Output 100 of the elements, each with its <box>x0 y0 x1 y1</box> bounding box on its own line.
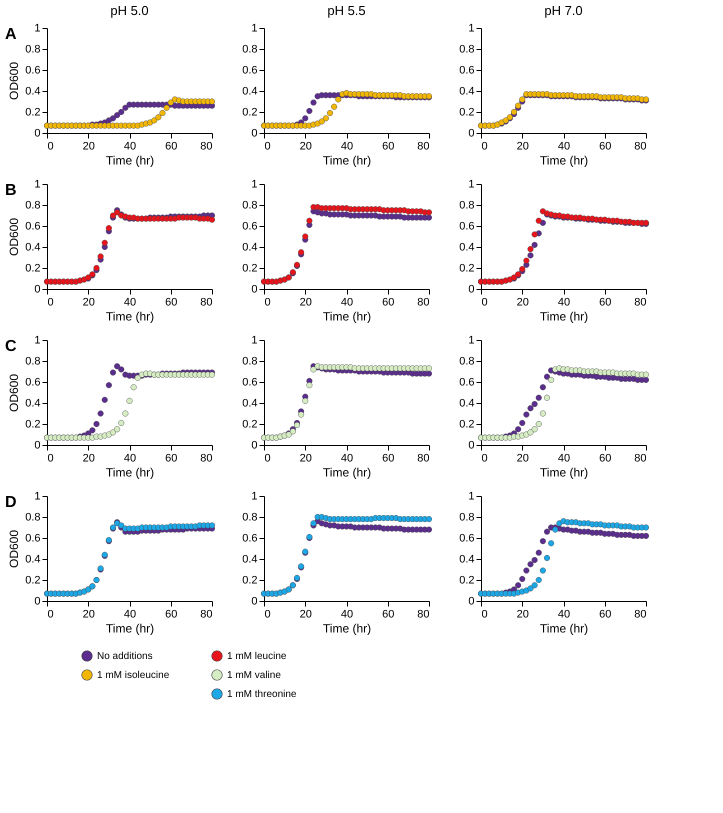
point <box>552 526 558 533</box>
x-tick-label: 20 <box>82 608 95 620</box>
point <box>527 246 534 252</box>
point <box>110 115 116 122</box>
x-tick-label: 20 <box>516 452 529 464</box>
y-tick-label: 1 <box>251 490 258 502</box>
legend-label: 1 mM threonine <box>227 689 297 700</box>
y-tick-label: 0.8 <box>25 200 40 212</box>
x-tick-label: 0 <box>482 296 488 308</box>
y-tick-label: 0.6 <box>459 532 474 544</box>
y-tick-label: 0.8 <box>242 356 258 368</box>
legend-label: No additions <box>97 651 153 662</box>
point <box>93 264 100 272</box>
x-tick-label: 80 <box>200 296 212 308</box>
y-tick-label: 0 <box>468 596 474 608</box>
y-tick-label: 1 <box>34 334 40 346</box>
point <box>110 212 116 219</box>
y-tick-label: 0.4 <box>459 242 474 254</box>
x-tick-label: 0 <box>482 452 488 464</box>
point <box>536 550 542 556</box>
point <box>519 576 526 582</box>
x-tick-label: 40 <box>558 608 570 620</box>
y-tick-label: 0.6 <box>242 532 258 544</box>
x-tick-label: 40 <box>124 608 136 620</box>
point <box>118 522 124 528</box>
point <box>536 420 542 428</box>
point <box>536 218 542 224</box>
y-tick-label: 0 <box>251 128 258 140</box>
point <box>130 384 137 390</box>
point <box>523 568 530 574</box>
point <box>118 366 124 372</box>
point <box>114 363 120 370</box>
chart-title: pH 5.5 <box>327 3 366 18</box>
y-tick-label: 0 <box>34 596 40 608</box>
x-tick-label: 20 <box>82 140 95 152</box>
x-axis-title: Time (hr) <box>106 622 154 636</box>
point <box>98 410 104 417</box>
point <box>523 412 530 418</box>
legend-label: 1 mM valine <box>227 670 282 681</box>
point <box>306 218 312 224</box>
x-tick-label: 60 <box>382 608 394 620</box>
point <box>89 427 96 434</box>
x-tick-label: 80 <box>417 452 430 464</box>
x-tick-label: 40 <box>558 140 570 152</box>
y-tick-label: 1 <box>468 22 474 34</box>
x-tick-label: 0 <box>482 140 488 152</box>
x-tick-label: 0 <box>264 608 271 620</box>
y-tick-label: 0.4 <box>25 86 40 98</box>
point <box>122 104 128 111</box>
point <box>426 209 432 216</box>
x-tick-label: 0 <box>264 140 271 152</box>
point <box>335 96 342 102</box>
point <box>515 582 522 588</box>
y-tick-label: 0.8 <box>25 512 40 524</box>
x-tick-label: 40 <box>558 296 570 308</box>
point <box>527 561 534 568</box>
x-axis-title: Time (hr) <box>322 310 372 324</box>
x-tick-label: 20 <box>516 296 529 308</box>
y-tick-label: 0.8 <box>459 356 474 368</box>
x-tick-label: 20 <box>300 140 312 152</box>
point <box>306 382 312 388</box>
y-tick-label: 1 <box>251 334 258 346</box>
point <box>426 516 432 522</box>
y-tick-label: 0.2 <box>25 262 40 274</box>
point <box>532 557 538 564</box>
y-tick-label: 0.4 <box>242 242 258 254</box>
point <box>426 370 432 377</box>
point <box>642 376 650 383</box>
y-axis-title: OD600 <box>7 218 22 256</box>
x-tick-label: 60 <box>599 452 612 464</box>
point <box>523 258 530 264</box>
chart-title: pH 5.0 <box>110 3 149 18</box>
y-tick-label: 0.8 <box>242 44 258 56</box>
point <box>426 365 432 372</box>
point <box>310 366 317 372</box>
x-axis-title: Time (hr) <box>540 622 588 636</box>
point <box>102 240 108 246</box>
x-axis-title: Time (hr) <box>106 466 154 480</box>
point <box>532 231 538 238</box>
x-tick-label: 40 <box>124 140 136 152</box>
y-tick-label: 0.6 <box>25 64 40 76</box>
x-axis-title: Time (hr) <box>106 310 154 324</box>
x-tick-label: 20 <box>300 608 312 620</box>
y-tick-label: 0.6 <box>25 532 40 544</box>
point <box>98 253 104 260</box>
y-tick-label: 0.4 <box>459 554 474 566</box>
point <box>331 104 338 110</box>
x-tick-label: 20 <box>516 608 529 620</box>
y-tick-label: 0.2 <box>242 574 258 586</box>
x-tick-label: 60 <box>382 452 394 464</box>
y-tick-label: 0.8 <box>25 356 40 368</box>
y-tick-label: 1 <box>468 334 474 346</box>
x-tick-label: 60 <box>599 608 612 620</box>
y-tick-label: 0 <box>34 284 40 296</box>
point <box>642 524 650 531</box>
x-tick-label: 80 <box>634 140 646 152</box>
text: C <box>5 338 17 355</box>
y-tick-label: 0.2 <box>459 262 474 274</box>
x-tick-label: 60 <box>165 452 178 464</box>
x-tick-label: 0 <box>48 296 54 308</box>
